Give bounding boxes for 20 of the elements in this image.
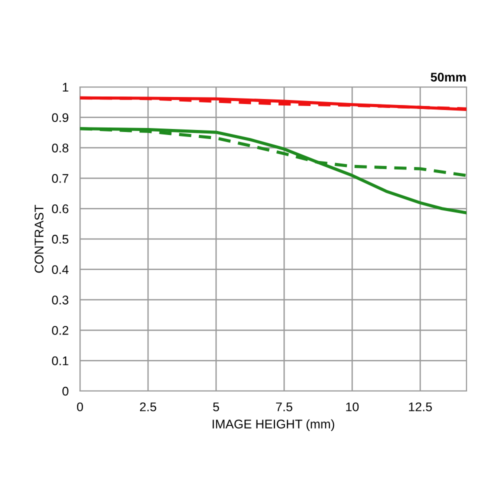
y-tick-label: 1 [62, 82, 68, 92]
y-tick-label: 0.2 [52, 326, 68, 335]
y-tick-label: 0 [62, 386, 68, 396]
y-tick-label: 0.7 [52, 174, 68, 183]
x-tick-label: 0 [77, 402, 83, 412]
y-tick-label: 0.5 [52, 234, 68, 244]
x-tick-label: 7.5 [276, 402, 292, 412]
x-tick-label: 5 [213, 402, 220, 412]
x-axis-title: IMAGE HEIGHT (mm) [212, 419, 334, 431]
y-tick-label: 0.4 [52, 265, 69, 274]
y-axis-title: CONTRAST [34, 204, 44, 273]
y-tick-label: 0.3 [52, 296, 68, 304]
y-tick-label: 0.8 [52, 144, 68, 152]
x-tick-label: 12.5 [409, 402, 432, 412]
chart-title: 50mm [430, 72, 466, 82]
x-tick-label: 2.5 [140, 402, 156, 412]
x-tick-label: 10 [346, 402, 359, 412]
y-tick-label: 0.1 [52, 356, 68, 366]
y-tick-label: 0.6 [52, 204, 68, 214]
y-tick-label: 0.9 [52, 113, 68, 122]
